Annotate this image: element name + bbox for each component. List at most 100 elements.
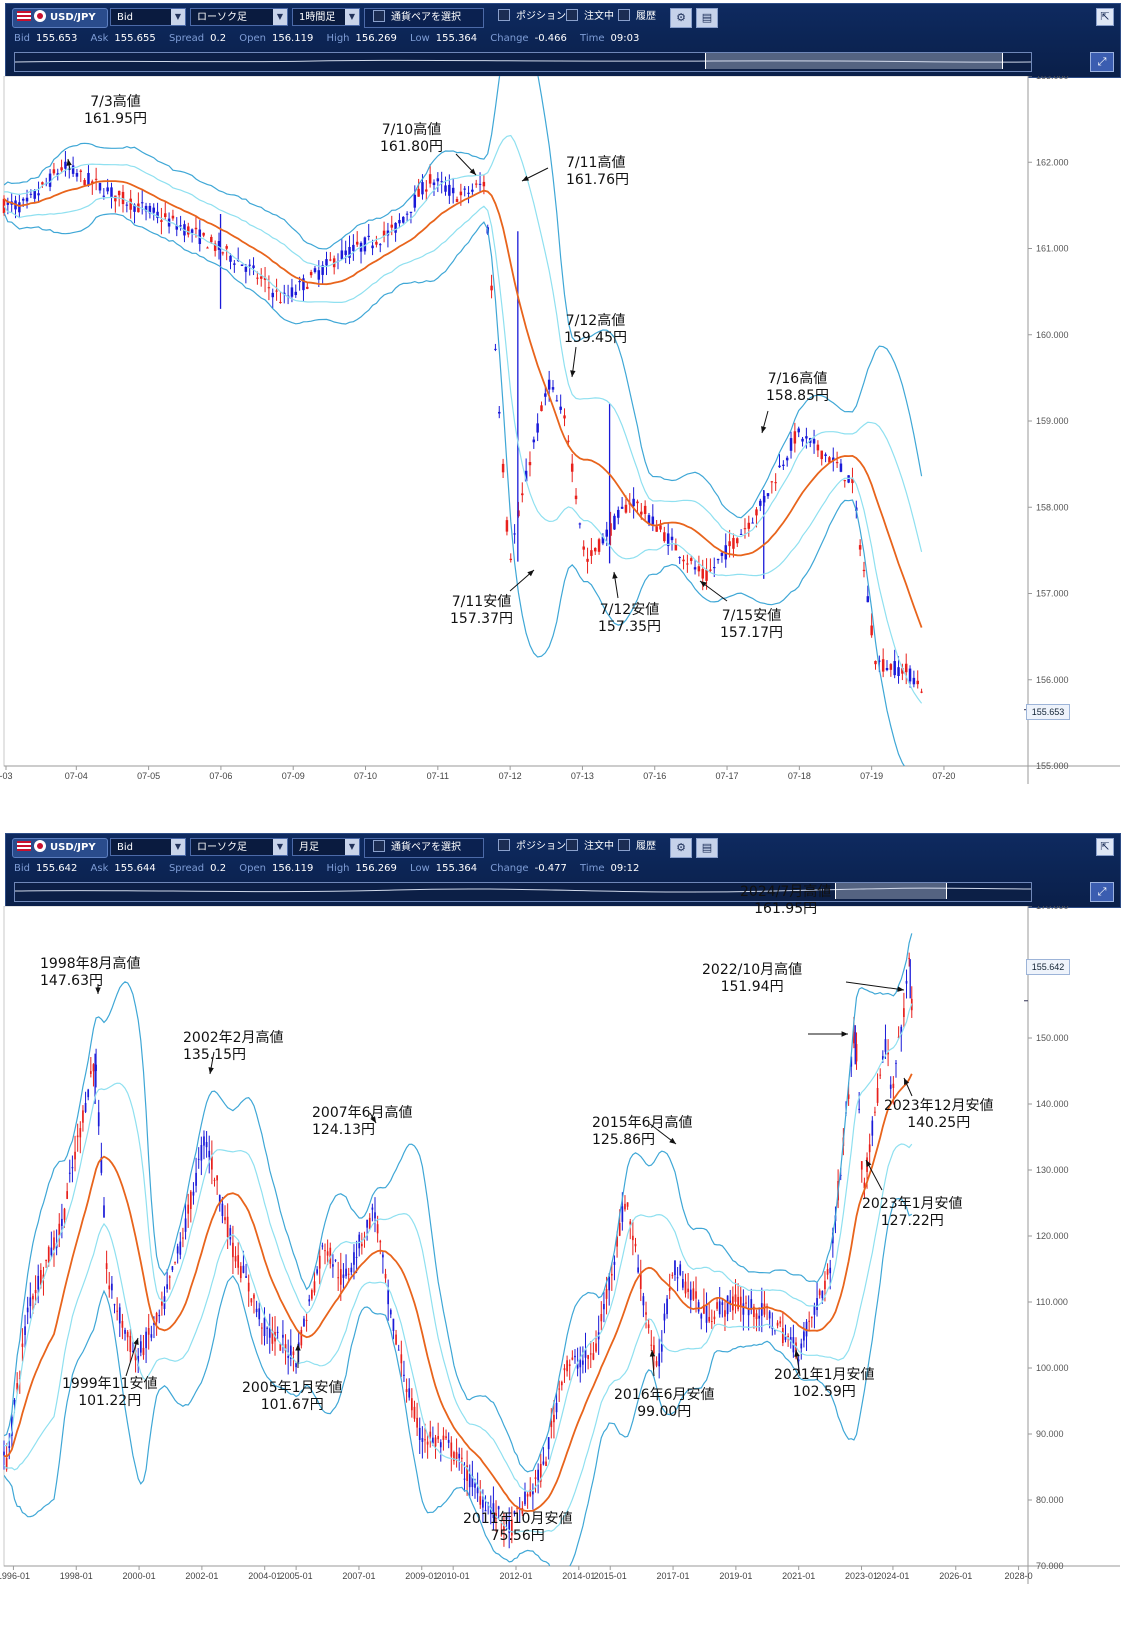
timeframe-select[interactable]: 1時間足 ▼	[292, 8, 360, 26]
candle-body	[686, 563, 689, 565]
candle-body	[284, 1344, 287, 1351]
candle-body	[216, 1175, 218, 1181]
checkbox[interactable]	[566, 839, 578, 851]
candle-body	[413, 1406, 416, 1419]
candle-body	[579, 1360, 582, 1368]
price-type-select[interactable]: Bid ▼	[110, 838, 186, 856]
chart-toolbar: USD/JPY Bid ▼ ローソク足 ▼ 月足 ▼ 通貨ペアを選択 ポジション 注文…	[5, 833, 1121, 908]
candle-body	[851, 478, 854, 484]
chart-navigator[interactable]	[14, 52, 1032, 72]
symbol-button[interactable]: USD/JPY	[12, 8, 108, 28]
candle-body	[171, 215, 175, 219]
chart-settings-icon[interactable]: ⚙	[670, 838, 692, 858]
candle-body	[344, 250, 347, 255]
y-tick-label: 159.000	[1036, 416, 1069, 426]
y-tick-label: 140.000	[1036, 1099, 1069, 1109]
checkbox[interactable]	[498, 9, 510, 21]
price-chart-hourly[interactable]: 163.000 162.000 161.000 160.000 159.000 158.0…	[0, 76, 1124, 820]
chart-type-select[interactable]: ローソク足 ▼	[190, 838, 288, 856]
candle-body	[187, 226, 190, 235]
expand-icon[interactable]: ⤢	[1090, 52, 1114, 72]
checkbox[interactable]	[566, 9, 578, 21]
orders-toggle[interactable]: 注文中	[566, 839, 614, 855]
chart-settings-icon[interactable]: ⚙	[670, 8, 692, 28]
candle-body	[279, 1344, 282, 1351]
flag-jp-icon	[34, 10, 46, 22]
annotation: 2021年1月安値 102.59円	[774, 1367, 875, 1400]
annotation-arrowhead	[794, 1350, 800, 1357]
candle-body	[545, 1461, 547, 1466]
candle-body	[586, 558, 589, 562]
chart-navigator[interactable]	[14, 882, 1032, 902]
checkbox[interactable]	[618, 839, 630, 851]
candle-body	[787, 1335, 789, 1337]
window-icon[interactable]: ▤	[696, 8, 718, 28]
candle-body	[11, 1416, 13, 1436]
x-tick-label: 1998-01	[60, 1571, 93, 1581]
orders-toggle[interactable]: 注文中	[566, 9, 614, 25]
candle-body	[760, 1303, 763, 1316]
position-toggle[interactable]: ポジション	[498, 839, 566, 855]
history-label: 履歴	[636, 11, 656, 22]
pair-select-area[interactable]: 通貨ペアを選択	[364, 838, 484, 858]
candle-body	[697, 566, 701, 572]
candle-body	[537, 1469, 539, 1481]
timeframe-select[interactable]: 月足 ▼	[292, 838, 360, 856]
candle-body	[247, 1282, 250, 1292]
candle-body	[125, 204, 129, 206]
candle-body	[803, 1331, 805, 1341]
candle-body	[152, 207, 155, 213]
candle-body	[140, 202, 144, 204]
candle-body	[563, 415, 566, 419]
navigator-window[interactable]	[835, 883, 947, 899]
candles	[3, 952, 913, 1549]
candle-body	[885, 667, 889, 671]
candle-body	[716, 1302, 718, 1309]
candle-body	[179, 225, 182, 227]
expand-icon[interactable]: ⤢	[1090, 882, 1114, 902]
position-toggle[interactable]: ポジション	[498, 9, 566, 25]
price-chart-monthly[interactable]: 170.000160.000150.000140.000130.000120.0…	[0, 906, 1124, 1634]
candle-body	[663, 1313, 666, 1321]
candle-body	[829, 1267, 832, 1274]
checkbox[interactable]	[373, 840, 385, 852]
history-toggle[interactable]: 履歴	[618, 839, 656, 855]
price-type-value: Bid	[117, 12, 133, 23]
shrink-icon[interactable]: ⇱	[1096, 8, 1114, 26]
price-type-select[interactable]: Bid ▼	[110, 8, 186, 26]
orders-label: 注文中	[584, 841, 614, 852]
candle-body	[855, 1044, 858, 1062]
candle-body	[133, 204, 136, 212]
spread-value: 0.2	[210, 33, 227, 44]
candle-body	[758, 1315, 761, 1319]
spread-label: Spread	[168, 863, 205, 874]
history-toggle[interactable]: 履歴	[618, 9, 656, 25]
pair-select-area[interactable]: 通貨ペアを選択	[364, 8, 484, 28]
candle-body	[89, 1071, 92, 1074]
bollinger-upper-2	[4, 933, 913, 1473]
candle-body	[371, 245, 374, 249]
candle-body	[37, 1275, 40, 1290]
candle-body	[75, 173, 79, 177]
candle-body	[705, 1305, 708, 1323]
shrink-icon[interactable]: ⇱	[1096, 838, 1114, 856]
candle-body	[71, 165, 75, 174]
candle-body	[33, 190, 36, 199]
candle-body	[560, 1381, 563, 1386]
window-icon[interactable]: ▤	[696, 838, 718, 858]
checkbox[interactable]	[373, 10, 385, 22]
pair-select-check[interactable]: 通貨ペアを選択	[373, 840, 461, 856]
candle-body	[693, 567, 697, 570]
candle-body	[770, 481, 774, 483]
candle-body	[632, 1235, 634, 1241]
candle-body	[334, 1259, 337, 1261]
symbol-button[interactable]: USD/JPY	[12, 838, 108, 858]
checkbox[interactable]	[498, 839, 510, 851]
checkbox[interactable]	[618, 9, 630, 21]
candle-body	[498, 411, 501, 414]
candle-body	[79, 170, 83, 172]
pair-select-check[interactable]: 通貨ペアを選択	[373, 10, 461, 26]
candle-body	[316, 1269, 318, 1274]
navigator-window[interactable]	[705, 53, 1003, 69]
chart-type-select[interactable]: ローソク足 ▼	[190, 8, 288, 26]
